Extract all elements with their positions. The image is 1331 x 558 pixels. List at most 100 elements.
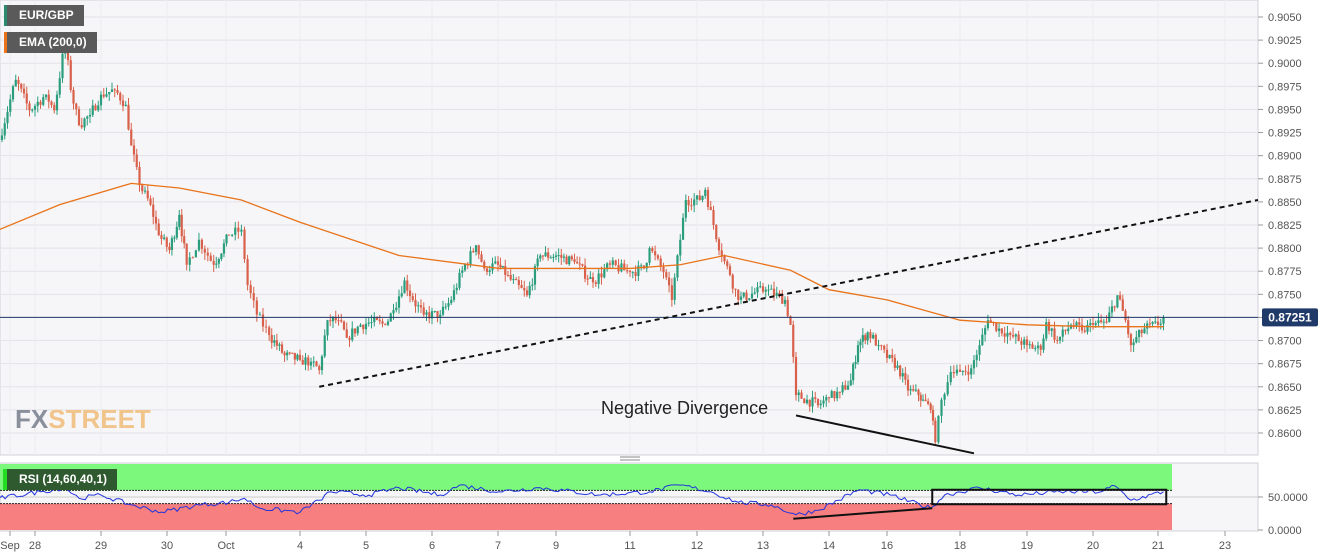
candle-body <box>75 103 78 110</box>
x-tick-label: 21 <box>1152 540 1164 552</box>
candle-body <box>797 392 800 396</box>
candle-body <box>55 94 59 111</box>
candle-body <box>472 251 475 253</box>
x-tick-label: 19 <box>1021 540 1033 552</box>
candle-body <box>989 320 992 322</box>
candle-body <box>720 250 723 256</box>
candle-body <box>47 94 50 102</box>
candle-body <box>31 109 34 111</box>
candle-body <box>485 268 489 272</box>
legend-rsi[interactable]: RSI (14,60,40,1) <box>3 469 118 490</box>
candle-body <box>830 391 833 398</box>
candle-body <box>425 312 428 315</box>
candle-body <box>811 397 814 407</box>
candle-body <box>119 93 122 101</box>
x-tick-label: 13 <box>757 540 769 552</box>
candle-body <box>634 272 637 276</box>
candle-body <box>188 257 191 265</box>
candle-body <box>844 385 847 390</box>
candle-body <box>1053 328 1056 340</box>
candle-body <box>160 235 163 239</box>
candle-body <box>494 261 497 264</box>
candle-body <box>395 307 398 311</box>
candle-body <box>803 398 806 404</box>
candle-body <box>419 305 423 308</box>
candle-body <box>1091 323 1095 325</box>
candle-body <box>955 369 959 374</box>
candle-body <box>220 253 223 260</box>
candle-body <box>33 105 37 110</box>
candle-body <box>591 277 595 283</box>
y-tick-label: 0.8750 <box>1268 289 1302 301</box>
candle-body <box>525 290 529 296</box>
candle-body <box>237 227 240 232</box>
candle-body <box>1151 322 1154 324</box>
legend-symbol[interactable]: EUR/GBP <box>4 5 84 26</box>
candle-body <box>885 349 889 359</box>
candle-body <box>934 420 937 443</box>
candle-body <box>39 101 42 105</box>
candle-body <box>946 382 949 395</box>
candle-body <box>97 105 100 111</box>
candle-body <box>909 389 912 391</box>
candle-body <box>531 284 534 286</box>
candle-body <box>912 389 915 391</box>
candle-body <box>157 223 160 236</box>
candle-body <box>975 354 978 361</box>
candle-body <box>872 334 875 339</box>
candle-body <box>1080 324 1084 331</box>
annotation-negative-divergence: Negative Divergence <box>601 398 769 418</box>
candle-body <box>693 199 696 206</box>
candle-body <box>1009 332 1012 335</box>
candle-body <box>1017 334 1020 342</box>
x-tick-label: 6 <box>429 540 435 552</box>
candle-body <box>723 255 726 262</box>
candle-body <box>441 306 445 315</box>
candle-body <box>822 400 825 404</box>
candle-body <box>1006 332 1009 337</box>
candle-body <box>1100 320 1103 323</box>
candle-body <box>143 190 147 192</box>
candle-body <box>606 263 609 270</box>
candle-body <box>645 262 648 269</box>
candle-body <box>20 83 23 89</box>
candle-body <box>1023 339 1026 345</box>
candle-body <box>261 314 265 327</box>
candle-body <box>1078 322 1081 325</box>
candle-body <box>397 296 401 308</box>
candle-body <box>789 316 792 325</box>
candle-body <box>1094 323 1097 325</box>
candle-body <box>206 252 209 256</box>
candle-body <box>9 99 12 112</box>
candle-body <box>549 257 552 259</box>
candle-body <box>315 361 318 367</box>
candle-body <box>283 352 286 356</box>
candle-body <box>477 245 480 255</box>
rsi-y-tick-label: 0.0000 <box>1268 525 1302 537</box>
candle-body <box>378 319 381 322</box>
y-tick-label: 0.8700 <box>1268 336 1302 348</box>
candle-body <box>670 285 673 300</box>
x-tick-label: 23 <box>1219 540 1231 552</box>
candle-body <box>309 361 313 366</box>
candle-body <box>291 352 294 354</box>
candle-body <box>124 104 127 107</box>
candle-body <box>792 324 795 357</box>
candle-body <box>808 399 811 407</box>
y-tick-label: 0.8950 <box>1268 104 1302 116</box>
candle-body <box>491 263 494 271</box>
y-tick-label: 0.8650 <box>1268 382 1302 394</box>
candle-body <box>197 239 201 251</box>
candle-body <box>952 371 955 374</box>
candle-body <box>940 399 943 416</box>
candle-body <box>1039 345 1042 350</box>
candle-body <box>217 259 220 264</box>
candle-body <box>461 270 464 273</box>
candle-body <box>517 280 520 286</box>
candle-body <box>1036 345 1040 348</box>
legend-ema[interactable]: EMA (200,0) <box>4 32 97 53</box>
candle-body <box>967 371 970 375</box>
candle-body <box>917 389 920 396</box>
candle-body <box>414 299 417 307</box>
